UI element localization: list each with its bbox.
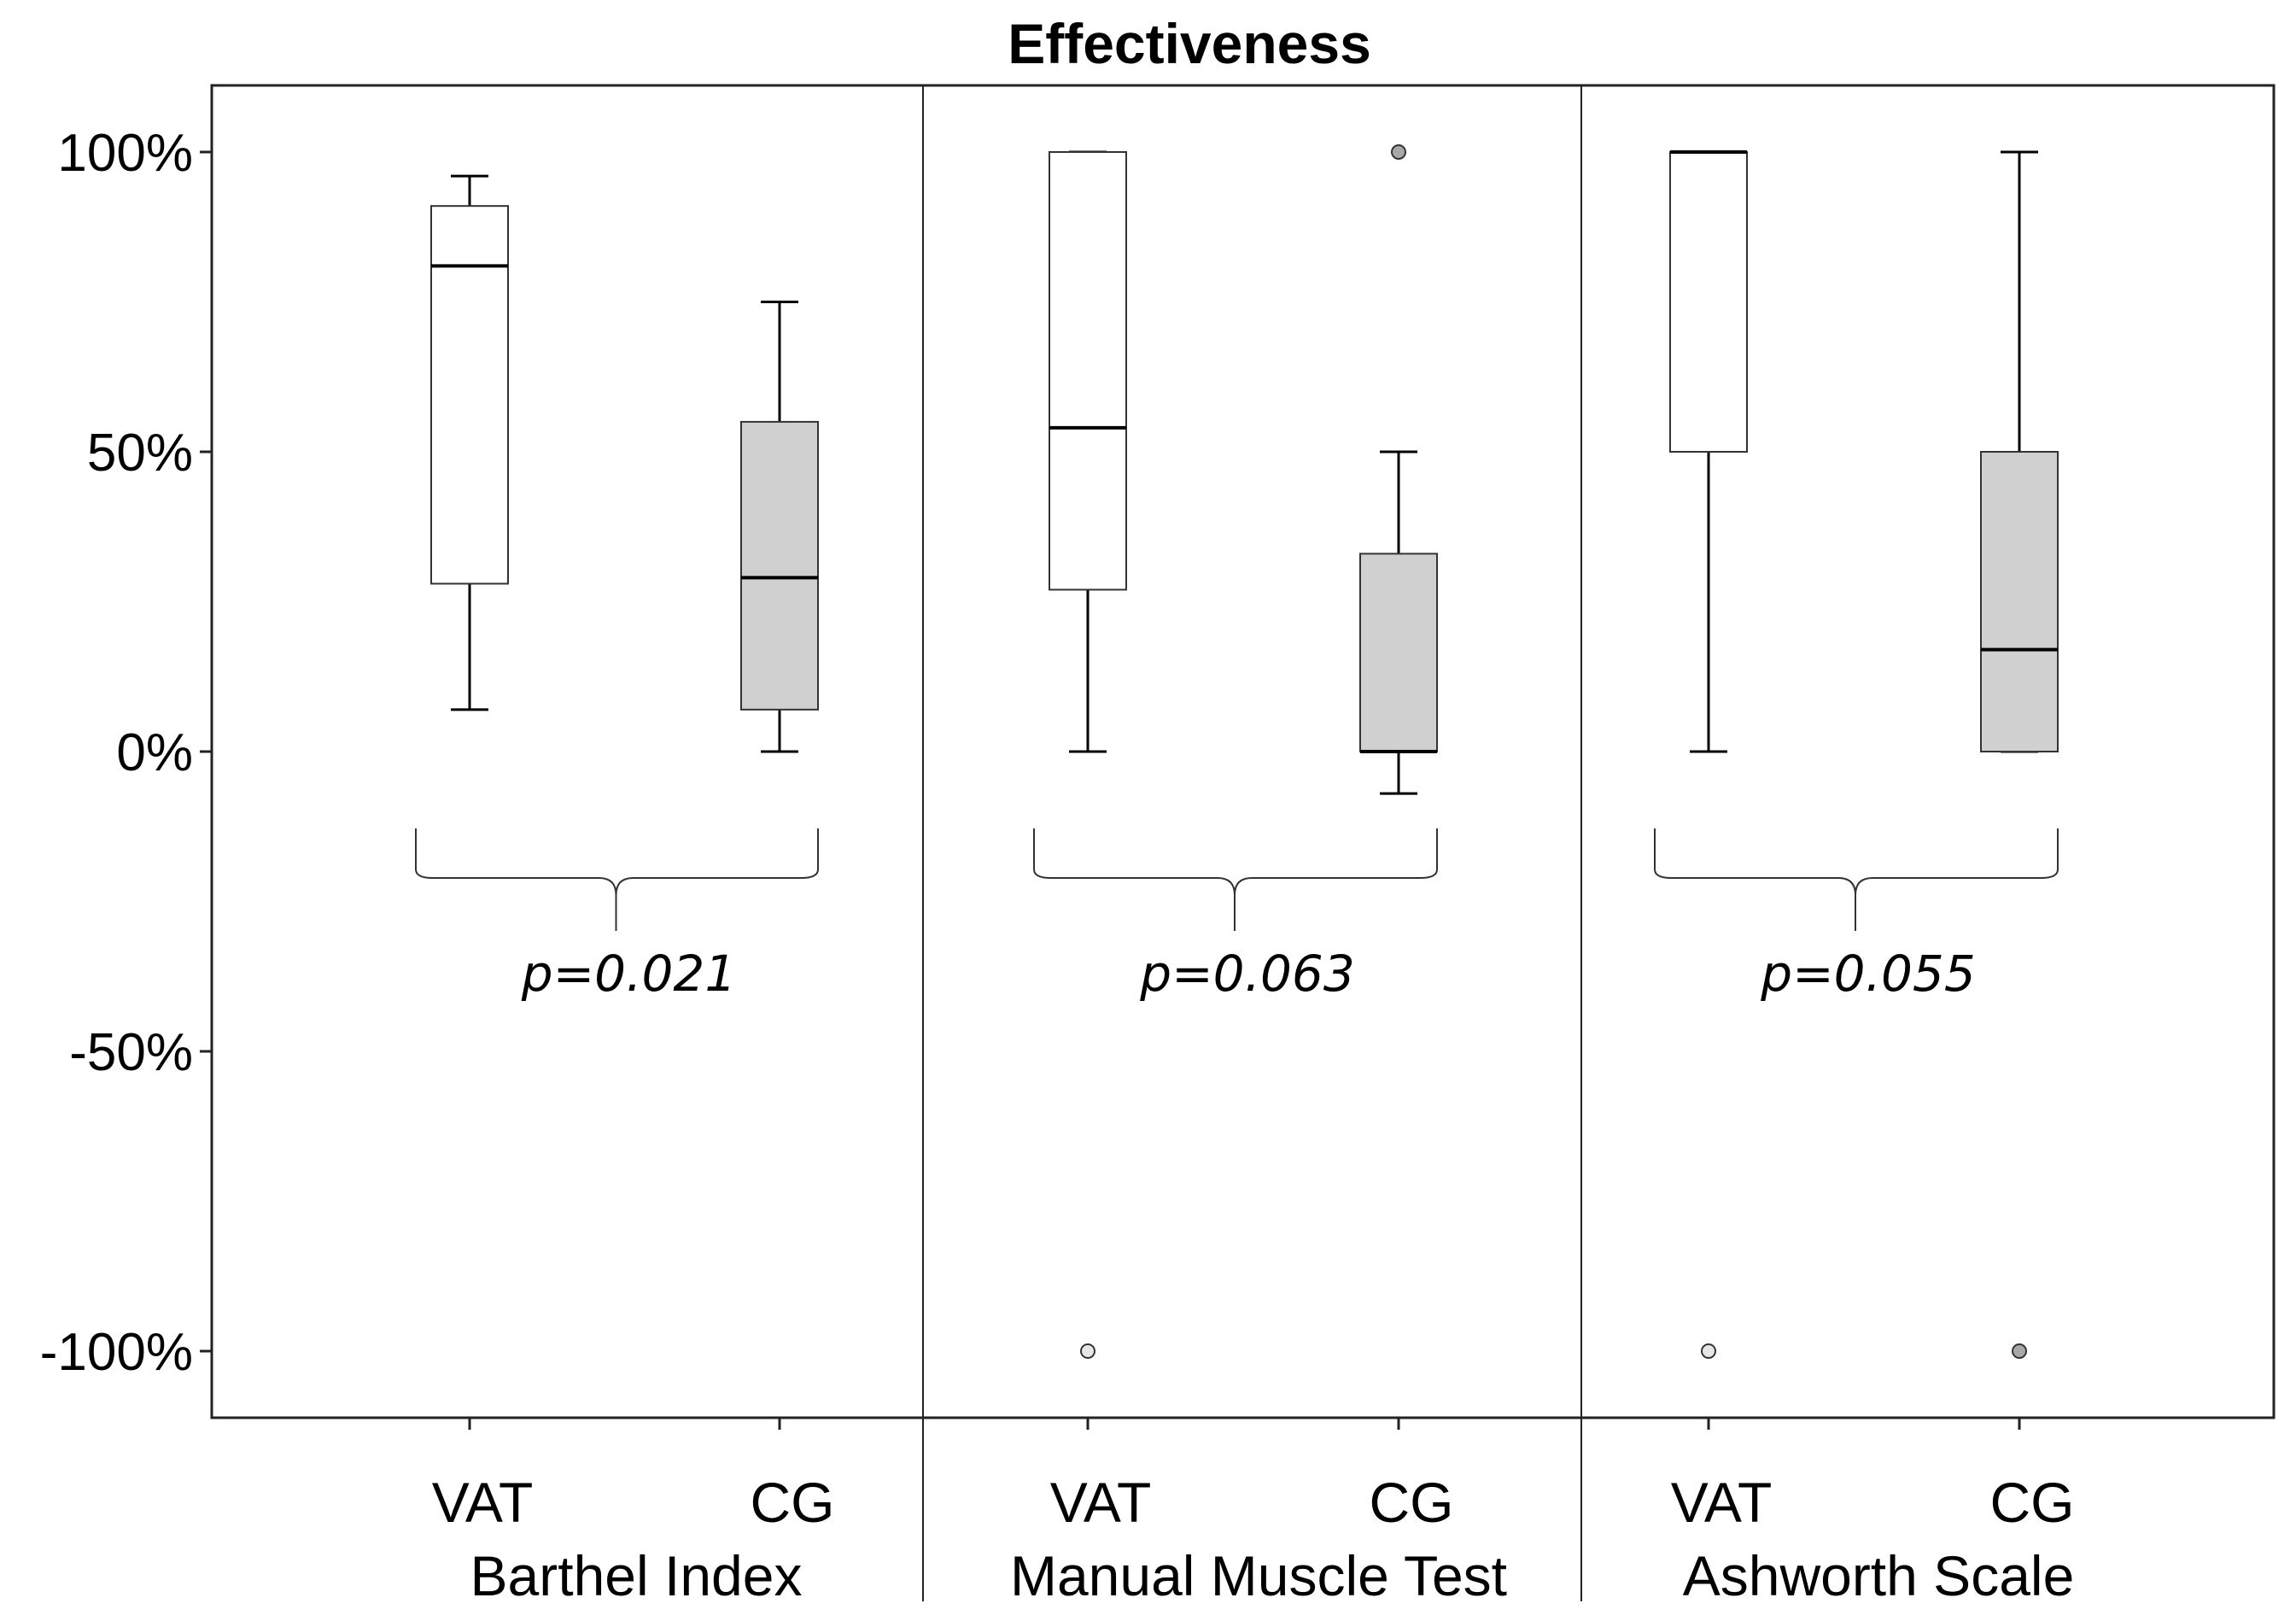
y-tick-label: -100% [40,1323,193,1382]
p-value-label: p=0.021 [521,945,736,1003]
group-name-label: Manual Muscle Test [1010,1544,1507,1607]
outlier-point [2012,1343,2027,1359]
y-tick-label: 0% [116,723,193,782]
box-vat: VAT [430,174,534,1534]
plot-frame [210,84,2276,1601]
box-iqr [1359,553,1438,753]
p-value-label: p=0.063 [1139,945,1354,1003]
chart-title: Effectiveness [1008,12,1371,75]
group-name-label: Barthel Index [470,1544,803,1607]
panel-manual-muscle-test: VAT CG p=0.063 Manual Muscle Test [1010,144,1507,1607]
x-category-label: CG [1370,1471,1454,1534]
box-vat: VAT [1669,150,1773,1534]
outlier-point [1391,144,1406,160]
box-cg: CG [1980,150,2075,1534]
x-category-label: CG [1990,1471,2075,1534]
x-category-label: VAT [1671,1471,1773,1534]
p-value-label: p=0.055 [1760,945,1975,1003]
panel-barthel-index: VAT CG p=0.021 Barthel Index [415,174,835,1607]
box-iqr [1669,151,1748,453]
comparison-brace [415,828,819,931]
x-category-label: CG [751,1471,835,1534]
outlier-point [1080,1343,1095,1359]
box-vat: VAT [1049,150,1152,1534]
y-axis: 100% 50% 0% -50% -100% [40,124,212,1382]
box-cg: CG [1359,144,1454,1534]
comparison-brace [1654,828,2059,931]
y-tick-label: -50% [69,1023,193,1082]
box-iqr [430,205,509,585]
box-cg: CG [740,301,835,1534]
box-iqr [740,420,819,711]
outlier-point [1701,1343,1716,1359]
comparison-brace [1033,828,1438,931]
y-tick-label: 50% [87,424,193,483]
group-name-label: Ashworth Scale [1683,1544,2075,1607]
box-iqr [1980,451,2059,752]
plot-border [210,84,2276,1419]
panel-ashworth-scale: VAT CG p=0.055 Ashworth Scale [1654,150,2075,1607]
box-iqr [1049,151,1127,591]
y-tick-label: 100% [57,124,193,183]
x-category-label: VAT [432,1471,534,1534]
panels: VAT CG p=0.021 Barthel Index VAT CG p=0.063 Man… [415,144,2075,1607]
x-category-label: VAT [1050,1471,1152,1534]
